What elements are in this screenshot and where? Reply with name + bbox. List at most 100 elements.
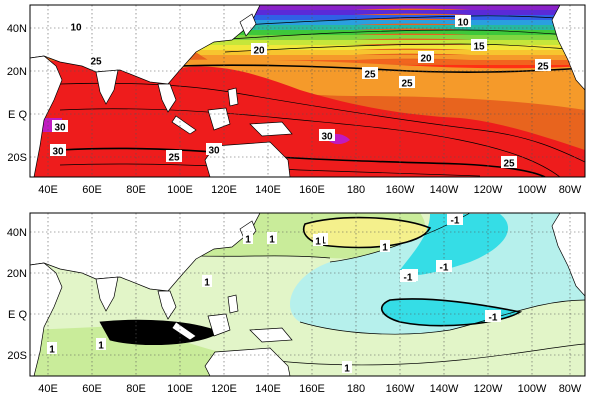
bottom-grid-lines: [30, 213, 585, 376]
contour-label: 30: [321, 132, 333, 143]
contour-line: [239, 343, 585, 366]
contour-label-background: [202, 275, 212, 287]
contour-label: 1: [344, 364, 350, 375]
top-x-tick: 120E: [211, 184, 237, 196]
bottom-x-tick: 40E: [38, 383, 58, 395]
bottom-y-tick: 20S: [7, 350, 27, 362]
contour-label-background: [362, 67, 378, 79]
top-y-tick: 20S: [7, 152, 27, 164]
bottom-x-tick: 160E: [299, 383, 325, 395]
contour-label-background: [251, 43, 267, 55]
top-x-tick: 160E: [299, 184, 325, 196]
top-contour-lines: [59, 15, 585, 177]
contour-label: 25: [537, 62, 549, 73]
contour-label: 1: [204, 278, 210, 289]
contour-label: 15: [473, 42, 485, 53]
contour-label-background: [50, 144, 66, 156]
contour-label-background: [267, 232, 277, 244]
bottom-strong-negative-anomaly: [381, 214, 520, 326]
bottom-map-frame: [29, 212, 586, 377]
bottom-strong-positive-anomaly: [303, 217, 430, 248]
top-map-frame: [29, 4, 586, 178]
island-new-guinea: [249, 327, 293, 343]
contour-label-background: [68, 20, 84, 32]
contour-label: -1: [489, 313, 498, 324]
continent-africa: [30, 262, 63, 376]
top-y-tick: 20N: [7, 66, 27, 78]
contour-label-background: [96, 338, 106, 350]
bottom-x-tick: 140W: [430, 383, 459, 395]
contour-label: 30: [52, 147, 64, 158]
top-x-tick: 160W: [386, 184, 415, 196]
continent-indochina: [157, 83, 177, 113]
bottom-x-tick: 120E: [211, 383, 237, 395]
contour-label: 20: [253, 46, 265, 57]
top-y-axis-ticks: 40N 20N E Q 20S: [7, 23, 28, 164]
contour-label: 1: [49, 345, 55, 356]
contour-label: 25: [401, 79, 413, 90]
contour-label-background: [319, 129, 335, 141]
contour-label: 1: [98, 341, 104, 352]
island-borneo: [207, 107, 231, 131]
contour-line: [59, 163, 481, 177]
contour-line: [59, 108, 561, 177]
top-x-tick: 180: [347, 184, 365, 196]
top-x-axis-ticks: 40E 60E 80E 100E 120E 140E 160E 180 160W…: [38, 184, 582, 196]
top-y-tick: E Q: [8, 109, 27, 121]
continent-india: [95, 69, 119, 105]
island-borneo: [207, 313, 231, 337]
continent-north-america: [551, 5, 585, 91]
bottom-x-tick: 60E: [82, 383, 102, 395]
continent-africa: [30, 55, 63, 177]
continent-indochina: [157, 290, 177, 320]
contour-label-background: [47, 342, 57, 354]
bottom-y-axis-ticks: 40N 20N E Q 20S: [7, 227, 28, 362]
bottom-x-tick: 100W: [518, 383, 547, 395]
contour-label-background: [485, 310, 501, 322]
bottom-y-tick: 20N: [7, 268, 27, 280]
contour-label: 1: [315, 237, 321, 248]
contour-label-background: [88, 54, 104, 66]
contour-label-background: [342, 361, 352, 373]
bottom-x-tick: 80W: [559, 383, 582, 395]
contour-label-background: [243, 232, 253, 244]
top-map-panel: 10 25 20 10 15 20 25 25 25 30 30 30 30 25 25: [29, 4, 586, 178]
bottom-x-tick: 180: [347, 383, 365, 395]
contour-label: 25: [168, 153, 180, 164]
contour-label: 10: [457, 18, 469, 29]
top-grid-lines: [30, 5, 585, 177]
bottom-x-tick: 80E: [126, 383, 146, 395]
bottom-x-tick: 120W: [474, 383, 503, 395]
contour-label: 1: [320, 236, 326, 247]
top-contour-labels: 10 25 20 10 15 20 25 25 25 30 30 30 30 25 25: [50, 15, 551, 170]
contour-label-background: [380, 240, 390, 252]
contour-label-background: [313, 234, 323, 246]
contour-label: 30: [54, 123, 66, 134]
gradient-band: [192, 50, 585, 62]
island-new-guinea: [249, 121, 293, 137]
top-x-tick: 40E: [38, 184, 58, 196]
contour-label-background: [418, 51, 434, 63]
contour-label: -1: [440, 263, 449, 274]
contour-label-background: [400, 270, 416, 282]
contour-label: 10: [70, 23, 82, 34]
contour-line: [299, 299, 585, 335]
island-sumatra: [171, 115, 197, 135]
continent-asia: [30, 5, 261, 85]
contour-label-background: [471, 39, 487, 51]
contour-label: 20: [420, 54, 432, 65]
contour-label-background: [535, 59, 551, 71]
contour-label: 1: [245, 235, 251, 246]
gradient-band: [168, 35, 585, 47]
top-x-tick: 80E: [126, 184, 146, 196]
bottom-negative-anomaly-region: [290, 213, 585, 335]
contour-label-background: [436, 260, 452, 272]
top-x-tick: 100W: [518, 184, 547, 196]
contour-label: 1: [269, 235, 275, 246]
contour-label: 30: [208, 146, 220, 157]
continent-asia: [30, 213, 261, 292]
bottom-x-tick: 140E: [255, 383, 281, 395]
top-x-tick: 140E: [255, 184, 281, 196]
